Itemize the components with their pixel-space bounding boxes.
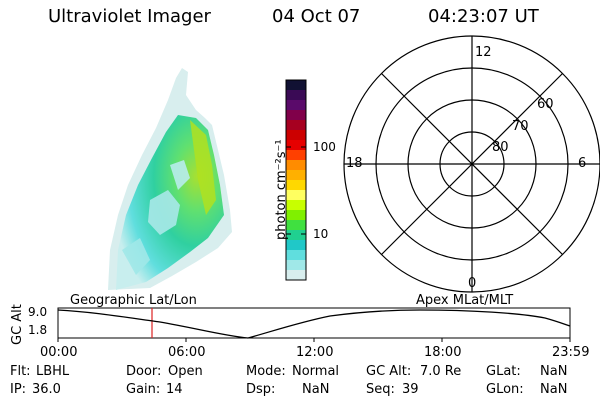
mlt-label-0: 0 — [468, 276, 477, 291]
colorbar-segment — [286, 220, 306, 231]
time-tick-1800: 18:00 — [424, 345, 462, 360]
time-label: 04:23:07 UT — [428, 6, 539, 27]
door-key: Door: — [126, 364, 162, 379]
glon-value: NaN — [540, 382, 568, 397]
colorbar-segment — [286, 130, 306, 141]
colorbar-segment — [286, 230, 306, 241]
flt-key: Flt: — [10, 364, 31, 379]
colorbar-segment — [286, 250, 306, 261]
colorbar-segment — [286, 270, 306, 281]
dsp-value: NaN — [302, 382, 330, 397]
colorbar-tick-10: 10 — [313, 227, 329, 241]
ip-key: IP: — [10, 382, 27, 397]
glon-key: GLon: — [486, 382, 524, 397]
colorbar-segment — [286, 160, 306, 171]
gcalt-key: GC Alt: — [366, 364, 412, 379]
seq-value: 39 — [402, 382, 419, 397]
colorbar-segment — [286, 150, 306, 161]
colorbar-segment — [286, 170, 306, 181]
instrument-title: Ultraviolet Imager — [48, 6, 211, 27]
colorbar-segment — [286, 240, 306, 251]
colorbar-segment — [286, 80, 306, 91]
lat-label-70: 70 — [512, 119, 529, 134]
time-tick-1200: 12:00 — [296, 345, 334, 360]
colorbar-segment — [286, 210, 306, 221]
time-tick-0600: 06:00 — [168, 345, 206, 360]
colorbar-segment — [286, 120, 306, 131]
ytick-9: 9.0 — [28, 305, 48, 319]
gain-key: Gain: — [126, 382, 161, 397]
gain-value: 14 — [166, 382, 183, 397]
mlt-label-6: 6 — [578, 156, 587, 171]
mode-value: Normal — [292, 364, 340, 379]
glat-value: NaN — [540, 364, 568, 379]
mlt-label-18: 18 — [346, 156, 363, 171]
colorbar-segment — [286, 260, 306, 271]
ip-value: 36.0 — [32, 382, 61, 397]
mlt-label-12: 12 — [475, 45, 492, 60]
colorbar-segment — [286, 110, 306, 121]
flt-value: LBHL — [36, 364, 70, 379]
colorbar-segment — [286, 200, 306, 211]
colorbar-segment — [286, 100, 306, 111]
date-label: 04 Oct 07 — [272, 6, 361, 27]
dsp-key: Dsp: — [246, 382, 276, 397]
colorbar-segment — [286, 90, 306, 101]
colorbar-segment — [286, 140, 306, 151]
time-tick-2359: 23:59 — [552, 345, 590, 360]
geographic-title: Geographic Lat/Lon — [70, 293, 197, 308]
colorbar-segment — [286, 180, 306, 191]
apex-title: Apex MLat/MLT — [416, 293, 514, 308]
glat-key: GLat: — [486, 364, 521, 379]
gcalt-value: 7.0 Re — [420, 364, 462, 379]
seq-key: Seq: — [366, 382, 395, 397]
time-tick-0000: 00:00 — [40, 345, 78, 360]
lat-label-60: 60 — [537, 97, 554, 112]
mode-key: Mode: — [246, 364, 286, 379]
door-value: Open — [168, 364, 203, 379]
colorbar-segment — [286, 190, 306, 201]
ytick-1-8: 1.8 — [28, 323, 48, 337]
lat-label-80: 80 — [492, 140, 509, 155]
colorbar-tick-100: 100 — [313, 140, 336, 154]
